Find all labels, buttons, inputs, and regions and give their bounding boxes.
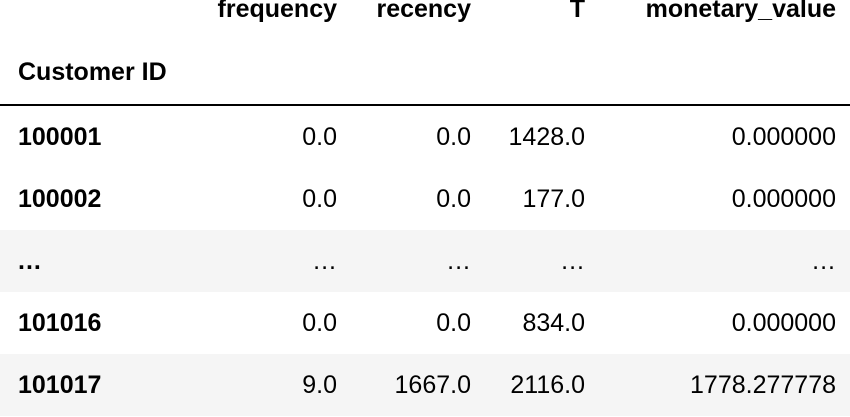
- index-name-row: Customer ID: [0, 31, 850, 105]
- column-header-frequency: frequency: [217, 0, 337, 23]
- cell-recency: 1667.0: [394, 370, 471, 399]
- cell-recency: 0.0: [436, 122, 471, 151]
- index-row-blank: [351, 31, 485, 105]
- index-row-blank: [202, 31, 351, 105]
- cell-frequency: 9.0: [302, 370, 337, 399]
- table-row: 101016 0.0 0.0 834.0 0.000000: [0, 292, 850, 354]
- column-header-recency: recency: [376, 0, 471, 23]
- header-corner: [0, 0, 202, 31]
- column-header-row: frequency recency T monetary_value: [0, 0, 850, 31]
- cell-monetary-value: 0.000000: [731, 184, 836, 213]
- index-name-header: Customer ID: [18, 58, 167, 86]
- cell-monetary-value: 0.000000: [731, 122, 836, 151]
- table-row: 101017 9.0 1667.0 2116.0 1778.277778: [0, 354, 850, 416]
- column-header-monetary-value: monetary_value: [645, 0, 836, 23]
- table-row: 100002 0.0 0.0 177.0 0.000000: [0, 168, 850, 230]
- row-index: 100001: [18, 122, 102, 151]
- index-row-blank: [485, 31, 599, 105]
- cell-monetary-value: 0.000000: [731, 308, 836, 337]
- cell-t: 1428.0: [508, 122, 585, 151]
- row-index: 100002: [18, 184, 102, 213]
- cell-recency: ...: [447, 246, 471, 275]
- cell-frequency: ...: [313, 246, 337, 275]
- cell-frequency: 0.0: [302, 122, 337, 151]
- column-header-t: T: [569, 0, 585, 23]
- row-index: ...: [18, 246, 42, 275]
- cell-monetary-value: 1778.277778: [690, 370, 836, 399]
- cell-frequency: 0.0: [302, 308, 337, 337]
- cell-recency: 0.0: [436, 184, 471, 213]
- cell-recency: 0.0: [436, 308, 471, 337]
- table-row-ellipsis: ... ... ... ... ...: [0, 230, 850, 292]
- cell-t: 177.0: [522, 184, 585, 213]
- table-row: 100001 0.0 0.0 1428.0 0.000000: [0, 105, 850, 168]
- cell-t: 834.0: [522, 308, 585, 337]
- index-row-blank: [599, 31, 850, 105]
- cell-t: ...: [561, 246, 585, 275]
- cell-t: 2116.0: [510, 370, 585, 399]
- cell-frequency: 0.0: [302, 184, 337, 213]
- row-index: 101016: [18, 308, 102, 337]
- row-index: 101017: [18, 370, 102, 399]
- cell-monetary-value: ...: [812, 246, 836, 275]
